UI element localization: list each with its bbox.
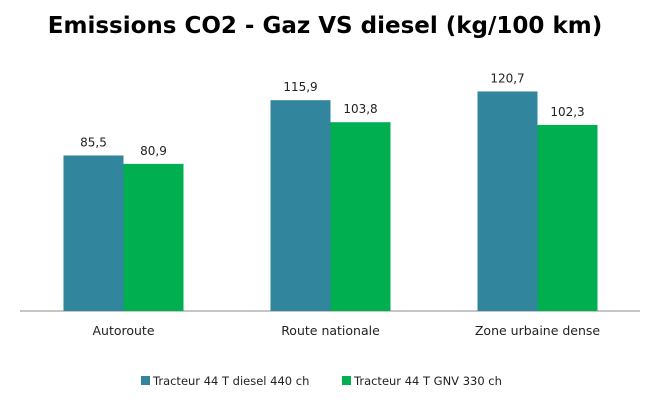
bar-route-nationale-series-2 xyxy=(330,122,391,311)
bar-zone-urbaine-dense-series-2 xyxy=(537,124,598,311)
x-tick-labels-layer: Autoroute Route nationale Zone urbaine den… xyxy=(92,323,600,338)
bar-autoroute-series-2 xyxy=(123,163,184,311)
data-label-route-nationale-series-2: 103,8 xyxy=(343,102,377,116)
chart-title: Emissions CO2 - Gaz VS diesel (kg/100 km… xyxy=(48,13,602,39)
legend: Tracteur 44 T diesel 440 ch Tracteur 44 T… xyxy=(141,374,502,388)
legend-swatch-series-2 xyxy=(342,376,351,385)
data-label-zone-urbaine-dense-series-2: 102,3 xyxy=(550,105,584,119)
bar-zone-urbaine-dense-series-1 xyxy=(477,91,538,311)
x-tick-label-autoroute: Autoroute xyxy=(92,323,154,338)
x-tick-label-zone-urbaine-dense: Zone urbaine dense xyxy=(475,323,601,338)
data-label-autoroute-series-1: 85,5 xyxy=(80,135,107,149)
data-label-autoroute-series-2: 80,9 xyxy=(140,144,167,158)
data-label-route-nationale-series-1: 115,9 xyxy=(283,80,317,94)
x-tick-label-route-nationale: Route nationale xyxy=(281,323,380,338)
data-labels-layer: 85,5 80,9 115,9 103,8 120,7 102,3 xyxy=(80,71,585,157)
data-label-zone-urbaine-dense-series-1: 120,7 xyxy=(490,71,524,85)
bars-layer xyxy=(63,91,598,311)
bar-autoroute-series-1 xyxy=(63,155,124,311)
legend-label-series-1: Tracteur 44 T diesel 440 ch xyxy=(152,374,309,388)
legend-swatch-series-1 xyxy=(141,376,150,385)
bar-route-nationale-series-1 xyxy=(270,100,331,311)
legend-label-series-2: Tracteur 44 T GNV 330 ch xyxy=(353,374,502,388)
